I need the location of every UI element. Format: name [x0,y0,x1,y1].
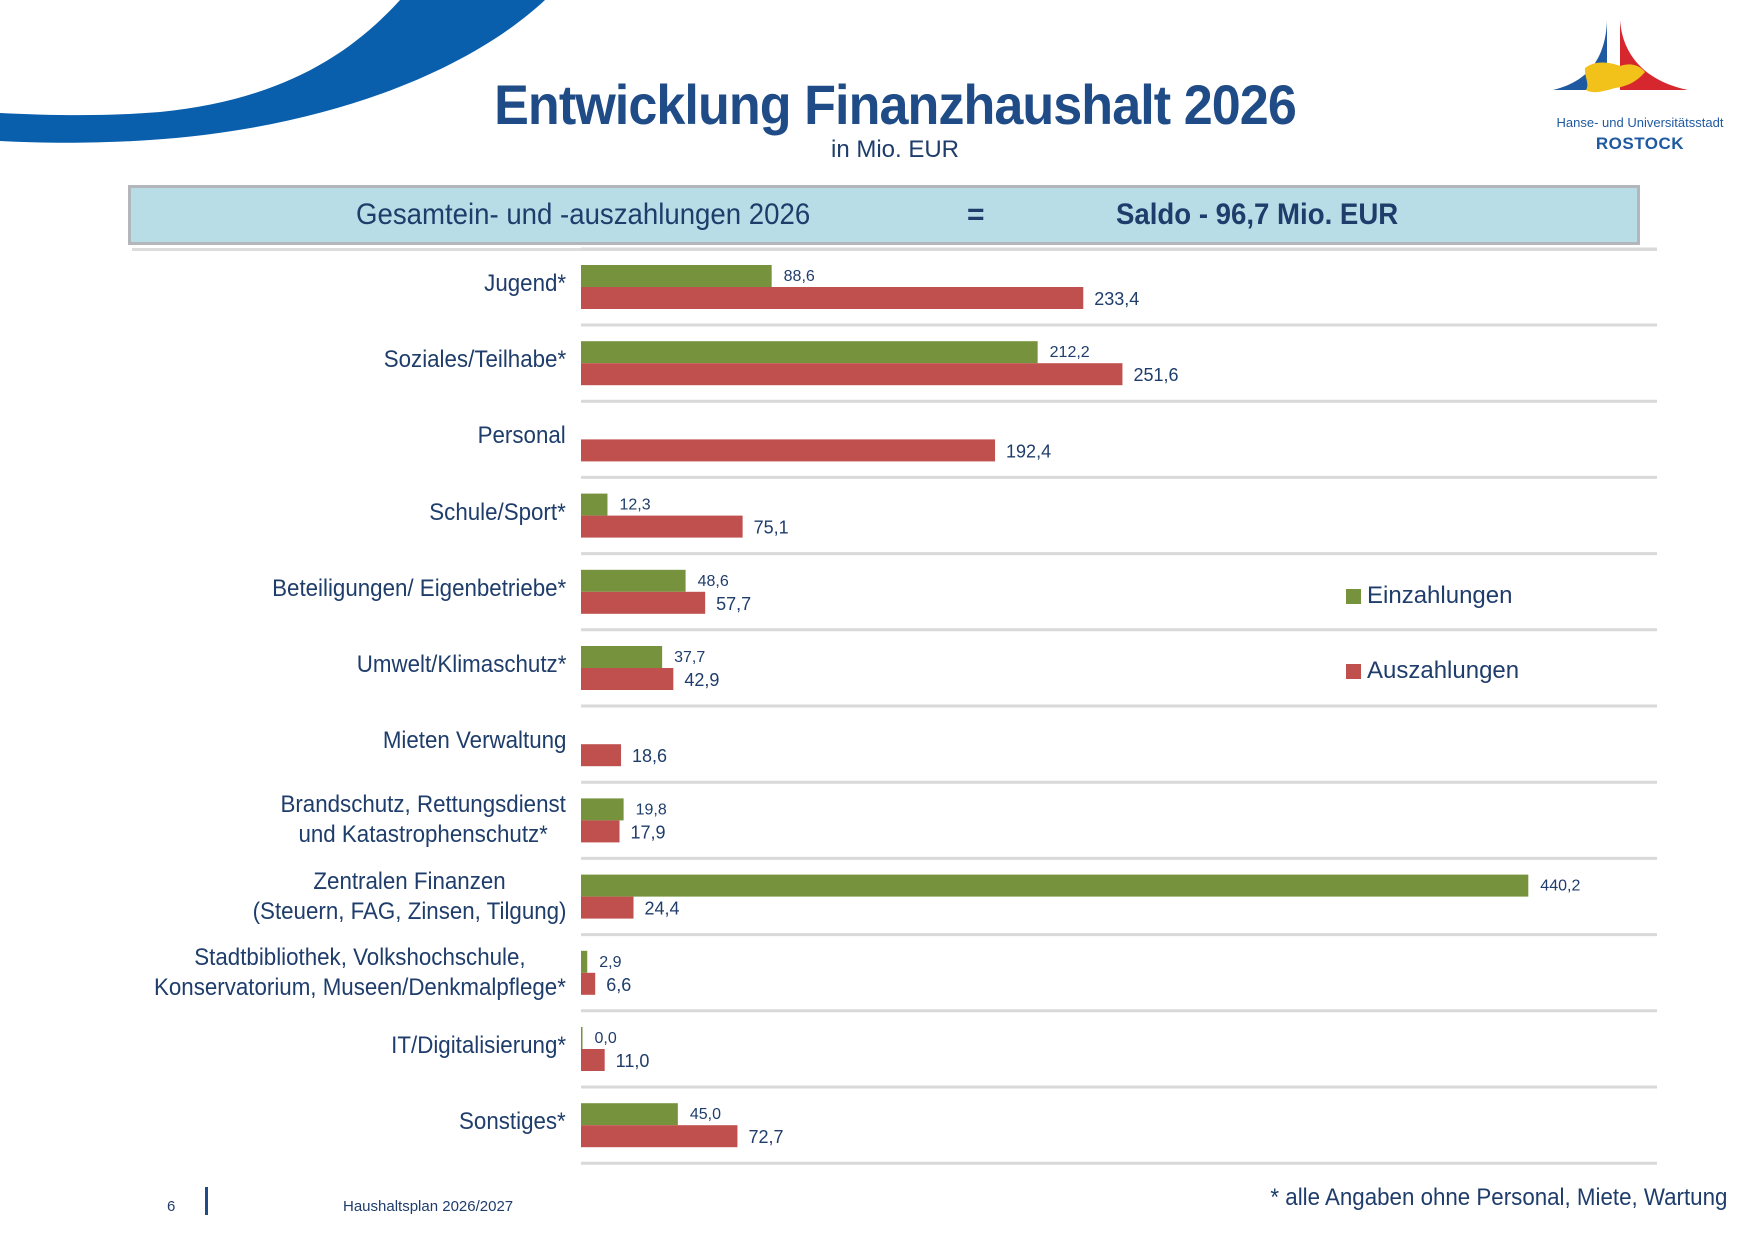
category-label: Brandschutz, Rettungsdienst und Katastrop… [281,790,566,850]
category-label-line: IT/Digitalisierung* [391,1032,566,1059]
bar-einzahlungen [581,1027,583,1049]
data-label-auszahlungen: 251,6 [1133,365,1178,385]
category-label-line: Beteiligungen/ Eigenbetriebe* [271,574,566,602]
category-label: Beteiligungen/ Eigenbetriebe* [272,574,566,604]
data-label-auszahlungen: 72,7 [748,1127,783,1147]
data-label-einzahlungen: 212,2 [1050,344,1090,361]
bar-auszahlungen [581,363,1123,386]
bar-auszahlungen [581,820,620,843]
legend-swatch-auszahlungen [1346,663,1361,679]
data-label-einzahlungen: 12,3 [619,497,650,514]
logo-city-text: Hanse- und Universitätsstadt [1556,115,1724,130]
bar-auszahlungen [581,896,634,919]
data-label-auszahlungen: 42,9 [684,670,719,690]
category-label-line: (Steuern, FAG, Zinsen, Tilgung) [252,897,566,925]
banner-equals: = [967,198,985,231]
footnote: * alle Angaben ohne Personal, Miete, War… [1269,1184,1727,1211]
category-label: Stadtbibliothek, Volkshochschule, Konserv… [154,943,566,1003]
category-label-line: Soziales/Teilhabe* [383,346,566,374]
data-label-auszahlungen: 192,4 [1006,441,1051,461]
bar-einzahlungen [581,798,624,821]
data-label-auszahlungen: 11,0 [616,1051,650,1071]
data-label-einzahlungen: 88,6 [784,268,815,285]
data-label-auszahlungen: 6,6 [606,975,631,995]
data-label-einzahlungen: 48,6 [698,573,729,590]
category-label: Soziales/Teilhabe* [384,345,566,375]
bar-auszahlungen [581,1125,738,1148]
bar-einzahlungen [581,341,1038,364]
bar-einzahlungen [581,265,772,287]
category-label: Zentralen Finanzen (Steuern, FAG, Zinsen,… [252,867,566,927]
summary-banner: Gesamtein- und -auszahlungen 2026 = Sald… [128,185,1640,245]
page-number: 6 [167,1198,176,1215]
logo-sails-icon [1553,20,1688,93]
bar-auszahlungen [581,591,706,614]
bar-einzahlungen [581,874,1529,897]
legend-item-einzahlungen: Einzahlungen [1346,582,1512,610]
data-label-einzahlungen: 37,7 [674,649,705,666]
bar-einzahlungen [581,493,608,516]
category-label: Personal [478,421,566,451]
data-label-auszahlungen: 17,9 [631,822,666,842]
data-label-einzahlungen: 0,0 [595,1030,617,1047]
logo-name-text: ROSTOCK [1595,134,1685,153]
category-label: IT/Digitalisierung* [391,1031,566,1061]
category-label-line: Umwelt/Klimaschutz* [356,651,566,678]
bar-einzahlungen [581,1103,678,1126]
bar-einzahlungen [581,950,588,973]
data-label-einzahlungen: 19,8 [636,801,667,818]
page-subtitle: in Mio. EUR [830,136,960,163]
category-label-line: und Katastrophenschutz* [298,821,549,849]
data-label-auszahlungen: 18,6 [632,746,667,766]
banner-saldo: Saldo - 96,7 Mio. EUR [1116,198,1399,231]
category-label: Jugend* [484,269,566,299]
category-label-line: Mieten Verwaltung [382,727,566,755]
category-label: Umwelt/Klimaschutz* [356,650,566,680]
bar-auszahlungen [581,668,674,690]
category-label-line: Zentralen Finanzen [312,867,506,895]
bar-auszahlungen [581,515,743,538]
category-label-line: Jugend* [484,270,566,297]
category-label-line: Schule/Sport* [429,498,566,526]
category-label: Schule/Sport* [430,498,566,528]
data-label-auszahlungen: 233,4 [1094,289,1139,309]
page-title: Entwicklung Finanzhaushalt 2026 [494,73,1297,136]
bar-auszahlungen [581,744,622,767]
legend-swatch-einzahlungen [1346,588,1361,604]
bar-einzahlungen [581,569,686,592]
data-label-auszahlungen: 24,4 [645,899,680,919]
category-label-line: Konservatorium, Museen/Denkmalpflege* [154,973,566,1001]
legend-item-auszahlungen: Auszahlungen [1346,657,1519,685]
category-label: Sonstiges* [459,1107,566,1137]
category-label-line: Brandschutz, Rettungsdienst [280,791,566,819]
legend-label-einzahlungen: Einzahlungen [1367,582,1513,609]
data-label-auszahlungen: 75,1 [754,518,789,538]
bar-auszahlungen [581,439,996,462]
banner-total-label: Gesamtein- und -auszahlungen 2026 [356,198,811,231]
category-label-line: Personal [477,422,566,450]
footer-divider [205,1187,208,1215]
data-label-auszahlungen: 57,7 [716,594,751,614]
decorative-swoosh [0,0,545,143]
category-label: Mieten Verwaltung [382,726,566,756]
data-label-einzahlungen: 45,0 [690,1106,721,1123]
bar-einzahlungen [581,646,663,668]
bar-auszahlungen [581,287,1084,309]
bar-auszahlungen [581,972,596,995]
category-label-line: Stadtbibliothek, Volkshochschule, [194,943,526,971]
data-label-einzahlungen: 440,2 [1540,878,1580,895]
data-label-einzahlungen: 2,9 [599,954,621,971]
rostock-logo: Hanse- und Universitätsstadt ROSTOCK [1540,10,1740,153]
bar-auszahlungen [581,1049,605,1071]
legend-label-auszahlungen: Auszahlungen [1367,657,1520,684]
category-label-line: Sonstiges* [459,1108,566,1136]
document-name: Haushaltsplan 2026/2027 [343,1198,514,1215]
